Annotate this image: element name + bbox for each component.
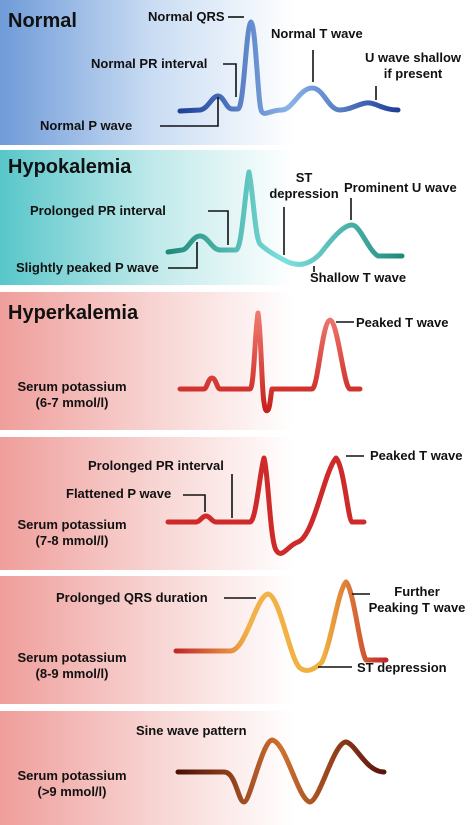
ecg-trace-hyperkalemia-6-7: [177, 310, 363, 414]
ecg-trace-hypokalemia: [165, 169, 405, 267]
ecg-trace-hyperkalemia-8-9: [173, 579, 389, 673]
panel-normal: [0, 0, 474, 145]
label-u-wave-line2: if present: [383, 66, 443, 81]
label-u-wave-line1: U wave shallow: [364, 50, 462, 65]
label-prolonged-qrs-duration: Prolonged QRS duration: [56, 590, 208, 605]
label-normal-pr-interval: Normal PR interval: [91, 56, 208, 71]
title-hyperkalemia: Hyperkalemia: [8, 302, 139, 324]
panel-hyperkalemia-6-7: [0, 292, 474, 430]
label-further-line1: Further: [394, 584, 440, 599]
label-serum-7-8: Serum potassium (7-8 mmol/l): [12, 517, 132, 549]
label-u-wave-shallow: U wave shallow if present: [358, 50, 468, 82]
title-normal: Normal: [8, 10, 77, 32]
label-serum-over-9: Serum potassium (>9 mmol/l): [12, 768, 132, 800]
label-st-line2: depression: [269, 186, 339, 201]
label-serum-8-9-line1: Serum potassium: [17, 650, 127, 665]
title-hypokalemia: Hypokalemia: [8, 156, 132, 178]
label-slightly-peaked-p-wave: Slightly peaked P wave: [16, 260, 159, 275]
label-further-peaking-t-wave: Further Peaking T wave: [362, 584, 472, 616]
label-st-depression: ST depression: [262, 170, 346, 202]
label-serum-8-9-line2: (8-9 mmol/l): [35, 666, 109, 681]
label-peaked-t-wave-2: Peaked T wave: [370, 448, 463, 463]
label-flattened-p-wave: Flattened P wave: [66, 486, 172, 501]
label-further-line2: Peaking T wave: [368, 600, 466, 615]
panel-hyperkalemia-over-9: [0, 711, 474, 825]
label-normal-p-wave: Normal P wave: [40, 118, 133, 133]
label-serum-6-7-line2: (6-7 mmol/l): [35, 395, 109, 410]
label-prolonged-pr-interval-2: Prolonged PR interval: [88, 458, 224, 473]
ecg-trace-hyperkalemia-7-8: [165, 455, 367, 556]
label-serum-7-8-line2: (7-8 mmol/l): [35, 533, 109, 548]
panel-hypokalemia: [0, 150, 474, 285]
label-peaked-t-wave-1: Peaked T wave: [356, 315, 449, 330]
ecg-trace-normal: [177, 19, 401, 116]
label-serum-6-7: Serum potassium (6-7 mmol/l): [12, 379, 132, 411]
label-serum-7-8-line1: Serum potassium: [17, 517, 127, 532]
label-serum-over-9-line1: Serum potassium: [17, 768, 127, 783]
label-sine-wave-pattern: Sine wave pattern: [136, 723, 247, 738]
pointer-lines-normal: [160, 16, 377, 127]
label-st-depression-2: ST depression: [357, 660, 447, 675]
label-normal-t-wave: Normal T wave: [271, 26, 363, 41]
label-serum-8-9: Serum potassium (8-9 mmol/l): [12, 650, 132, 682]
ecg-trace-hyperkalemia-over-9: [175, 737, 387, 805]
label-normal-qrs: Normal QRS: [148, 9, 225, 24]
pointer-lines-hyperkalemia-7-8: [183, 455, 364, 518]
label-prominent-u-wave: Prominent U wave: [344, 180, 457, 195]
pointer-lines-hyperkalemia-8-9: [224, 593, 370, 668]
label-prolonged-pr-interval: Prolonged PR interval: [30, 203, 166, 218]
panel-hyperkalemia-7-8: [0, 437, 474, 570]
label-shallow-t-wave: Shallow T wave: [310, 270, 407, 285]
pointer-lines-hypokalemia: [168, 198, 352, 272]
label-serum-6-7-line1: Serum potassium: [17, 379, 127, 394]
label-serum-over-9-line2: (>9 mmol/l): [37, 784, 107, 799]
label-st-line1: ST: [295, 170, 313, 185]
